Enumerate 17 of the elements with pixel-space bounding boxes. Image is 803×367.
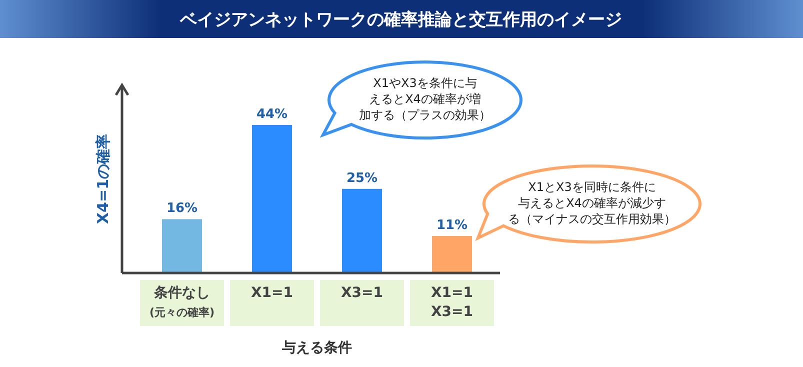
data-label: 25% <box>346 170 378 186</box>
data-label: 11% <box>436 218 468 233</box>
data-label: 16% <box>166 201 198 216</box>
x-axis-title: 与える条件 <box>281 340 352 356</box>
text: X1やX3を条件に与えるとX4の確率が増加する（プラスの効果） <box>359 76 491 122</box>
bar <box>162 219 202 273</box>
x-tick-label: X1=1 <box>250 285 294 301</box>
data-label: 44% <box>256 106 288 122</box>
x-tick-label: 条件なし (元々の確率) <box>149 285 215 319</box>
text: X1とX3を同時に条件に与えるとX4の確率が減少する（マイナスの交互作用効果） <box>508 180 676 226</box>
x-tick-label: X1=1 X3=1 <box>430 285 474 320</box>
bar <box>252 124 292 273</box>
chart-title: ベイジアンネットワークの確率推論と交互作用のイメージ <box>179 10 622 30</box>
bar <box>432 236 472 273</box>
x-tick-label: X3=1 <box>340 285 384 301</box>
y-axis-title: X4=1の確率 <box>94 134 112 224</box>
bar <box>342 188 382 273</box>
